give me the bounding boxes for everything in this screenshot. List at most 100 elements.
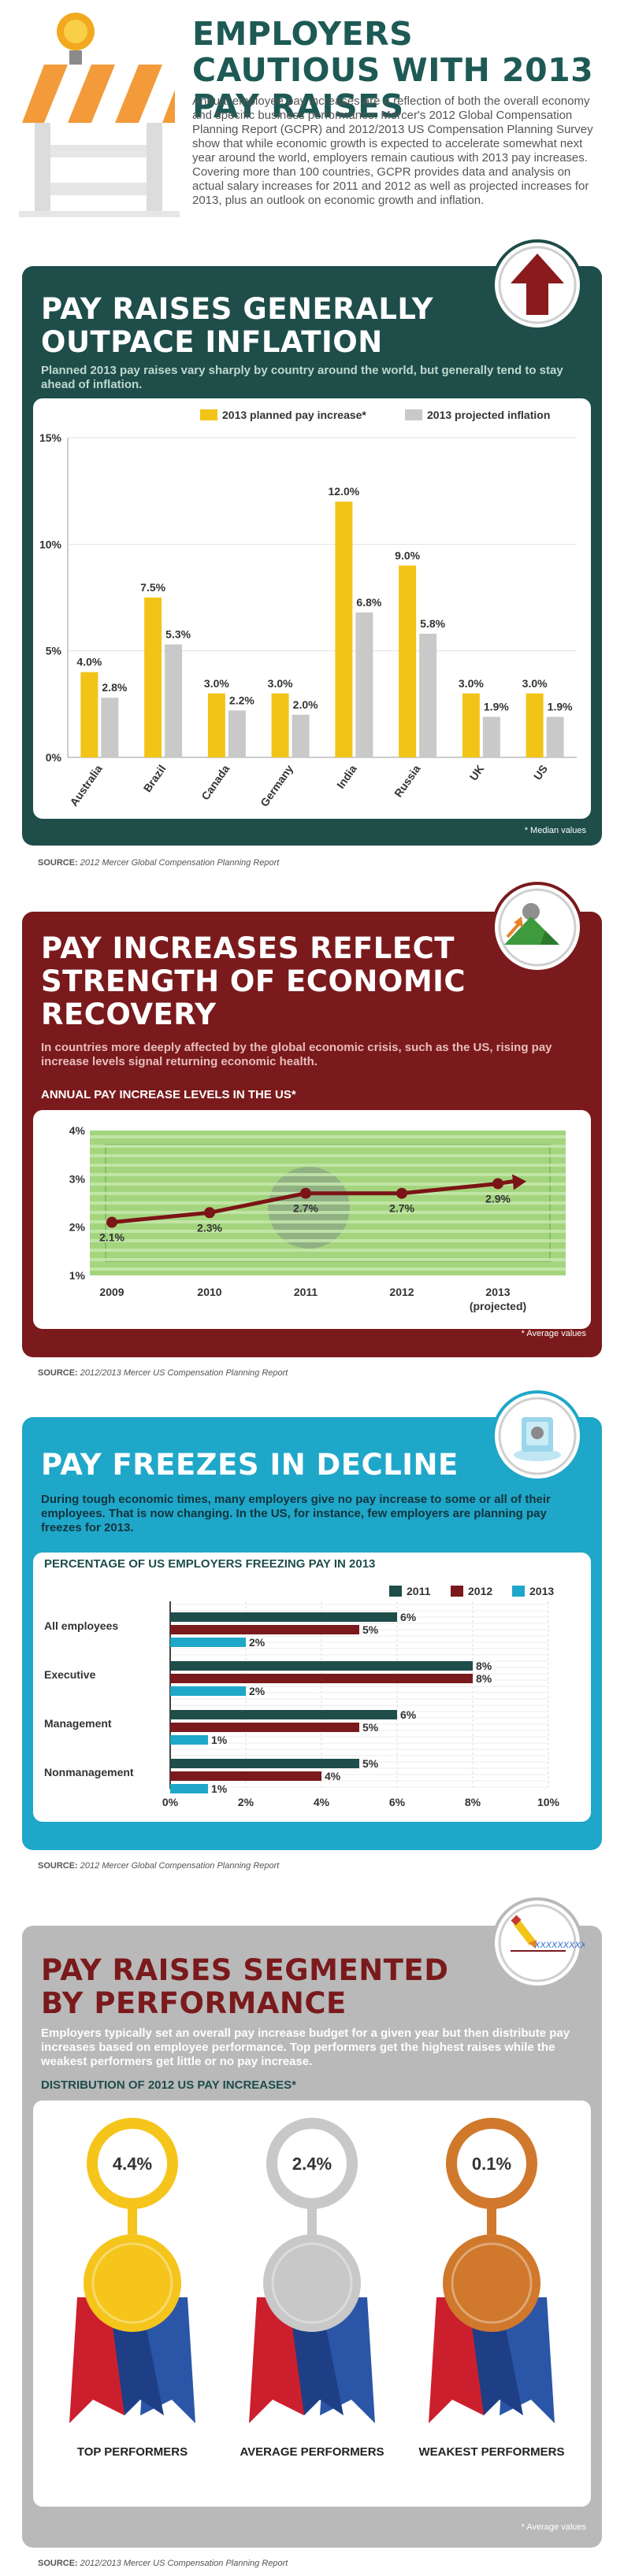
hbar-chart-card: PERCENTAGE OF US EMPLOYERS FREEZING PAY … [33, 1553, 591, 1822]
hbar-value-label: 1% [211, 1782, 228, 1795]
y-tick-label: 0% [46, 751, 62, 764]
section2-note: * Average values [521, 1329, 586, 1338]
bar-value-label: 7.5% [140, 581, 165, 594]
medal-label-top: TOP PERFORMERS [76, 2445, 188, 2459]
medal-disc-inner [271, 2242, 353, 2324]
category-label: Executive [44, 1668, 96, 1681]
growth-landscape-icon [492, 882, 583, 973]
roadblock-icon [19, 13, 180, 217]
hbar-2013 [170, 1735, 208, 1745]
data-point [492, 1178, 503, 1190]
pencil-check-icon: XXXXXXXXX.X [492, 1897, 585, 1989]
legend-swatch-2011 [389, 1586, 402, 1597]
intro-text: Annual employee pay increases are a refl… [192, 94, 593, 207]
hbar-2013 [170, 1686, 246, 1696]
bar-value-label: 3.0% [522, 677, 548, 690]
section4-source: SOURCE: 2012/2013 Mercer US Compensation… [38, 2559, 288, 2568]
x-tick-label: 0% [162, 1796, 179, 1808]
bar-inflation [101, 698, 119, 757]
medals-card: 4.4% 2.4% 0.1% TOP PERFORMERS AVERAGE PERF… [33, 2100, 591, 2507]
x-tick-label: 2009 [99, 1286, 124, 1298]
medal-link [487, 2208, 496, 2234]
bar-value-label: 3.0% [204, 677, 229, 690]
y-tick-label: 3% [69, 1172, 86, 1185]
section3-subtitle: During tough economic times, many employ… [41, 1493, 551, 1534]
bar-inflation [292, 714, 310, 757]
source-label: SOURCE: [38, 1861, 78, 1871]
bar-value-label: 6.8% [356, 596, 381, 609]
medal-value: 4.4% [113, 2154, 152, 2174]
legend-2013: 2013 [529, 1585, 554, 1597]
x-tick-label: 8% [465, 1796, 481, 1808]
medal-ring-inner [98, 2129, 167, 2198]
hbar-2013 [170, 1638, 246, 1647]
source-text: 2012 Mercer Global Compensation Planning… [80, 1861, 280, 1871]
legend-swatch-inflation [405, 409, 422, 420]
data-point [106, 1216, 117, 1228]
section4-title: PAY RAISES SEGMENTED BY PERFORMANCE [41, 1953, 449, 2020]
y-tick-label: 15% [39, 431, 62, 444]
bar-pay [335, 502, 353, 757]
hbar-2011 [170, 1661, 473, 1671]
coin-icon [531, 1427, 544, 1439]
source-label: SOURCE: [38, 2559, 78, 2568]
y-tick-label: 10% [39, 538, 62, 550]
source-label: SOURCE: [38, 858, 78, 868]
legend-swatch-pay [200, 409, 217, 420]
bar-value-label: 5.8% [420, 617, 445, 630]
section1-note: * Median values [524, 826, 586, 835]
section1-title: PAY RAISES GENERALLY OUTPACE INFLATION [41, 292, 434, 359]
up-arrow-icon [492, 239, 583, 331]
x-tick-label: US [531, 763, 550, 783]
y-tick-label: 4% [69, 1124, 86, 1137]
hbar-value-label: 8% [476, 1672, 492, 1685]
hbar-2011 [170, 1612, 397, 1622]
medal-disc-inner [91, 2242, 173, 2324]
medal-2: 0.1% [429, 2118, 555, 2423]
x-tick-label: 2011 [294, 1286, 318, 1298]
bar-inflation [419, 634, 437, 757]
section3-chart-title: PERCENTAGE OF US EMPLOYERS FREEZING PAY … [44, 1557, 376, 1571]
point-value-label: 2.7% [293, 1202, 318, 1215]
bar-value-label: 2.0% [293, 698, 318, 711]
hbar-value-label: 8% [476, 1660, 492, 1672]
bar-inflation [355, 612, 373, 757]
x-tick-label: 2012 [389, 1286, 414, 1298]
category-label: All employees [44, 1619, 118, 1632]
medal-link [128, 2208, 137, 2234]
ribbon-red [429, 2297, 484, 2423]
section-pay-raises-inflation: PAY RAISES GENERALLY OUTPACE INFLATION P… [22, 239, 602, 846]
bar-pay [526, 693, 544, 757]
section3-source: SOURCE: 2012 Mercer Global Compensation … [38, 1861, 279, 1871]
hbar-2012 [170, 1771, 321, 1781]
y-tick-label: 5% [46, 645, 62, 657]
medal-value: 2.4% [292, 2154, 332, 2174]
x-tick-sublabel: (projected) [470, 1300, 526, 1312]
bar-value-label: 4.0% [76, 656, 102, 668]
section-pay-freezes: PAY FREEZES IN DECLINE During tough econ… [22, 1390, 602, 1850]
bar-value-label: 2.2% [229, 694, 254, 706]
point-value-label: 2.9% [485, 1192, 511, 1205]
hbar-2012 [170, 1723, 359, 1732]
source-label: SOURCE: [38, 1368, 78, 1378]
source-text: 2012/2013 Mercer US Compensation Plannin… [80, 2559, 288, 2568]
line-chart-card: 1% 2% 3% 4% 2.1% 2009 2.3% 2010 2.7% 2011 2.7% 2012… [33, 1110, 591, 1329]
medal-ring-inner [277, 2129, 347, 2198]
bar-pay [271, 693, 289, 757]
section3-title: PAY FREEZES IN DECLINE [41, 1448, 459, 1482]
us-pay-line-chart: 1% 2% 3% 4% 2.1% 2009 2.3% 2010 2.7% 2011 2.7% 2012… [69, 1124, 566, 1312]
section2-title: PAY INCREASES REFLECT STRENGTH OF ECONOM… [41, 931, 466, 1031]
bar-pay [80, 672, 98, 757]
bar-inflation [165, 644, 183, 757]
bar-pay [144, 598, 162, 757]
point-value-label: 2.7% [389, 1202, 414, 1215]
bar-chart-card: 0% 5% 10% 15% 4.0% 2.8% Australia 7.5% 5.3% Brazi… [33, 398, 591, 819]
hbar-value-label: 5% [362, 1721, 379, 1734]
medal-value: 0.1% [472, 2154, 511, 2174]
bar-pay [399, 565, 417, 757]
section2-subtitle: In countries more deeply affected by the… [41, 1041, 552, 1068]
section4-subtitle: Employers typically set an overall pay i… [41, 2026, 570, 2068]
ice-cube-icon [492, 1390, 583, 1482]
hbar-value-label: 6% [400, 1611, 417, 1623]
